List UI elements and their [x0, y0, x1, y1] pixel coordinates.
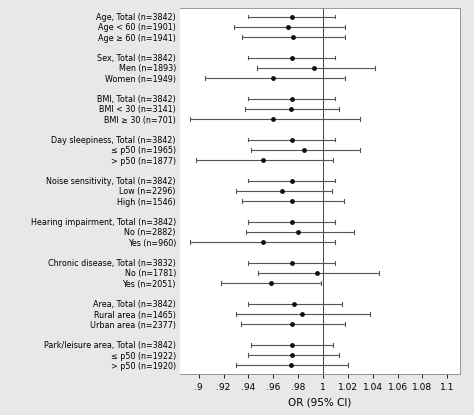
X-axis label: OR (95% CI): OR (95% CI): [288, 397, 352, 407]
